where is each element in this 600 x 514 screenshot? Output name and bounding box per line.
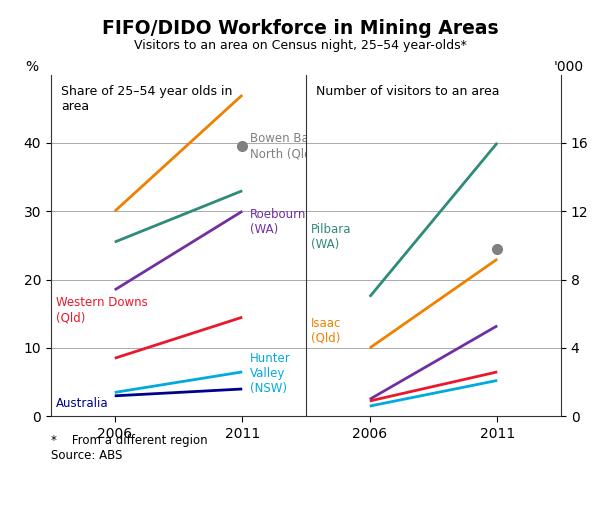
- Text: *    From a different region
Source: ABS: * From a different region Source: ABS: [51, 434, 208, 462]
- Text: FIFO/DIDO Workforce in Mining Areas: FIFO/DIDO Workforce in Mining Areas: [101, 19, 499, 38]
- Text: Pilbara
(WA): Pilbara (WA): [311, 223, 352, 251]
- Text: %: %: [25, 60, 38, 74]
- Text: Visitors to an area on Census night, 25–54 year-olds*: Visitors to an area on Census night, 25–…: [134, 39, 466, 52]
- Text: Western Downs
(Qld): Western Downs (Qld): [56, 297, 148, 324]
- Text: Roebourne
(WA): Roebourne (WA): [250, 208, 314, 235]
- Text: Hunter
Valley
(NSW): Hunter Valley (NSW): [250, 353, 290, 395]
- Text: '000: '000: [553, 60, 583, 74]
- Text: Isaac
(Qld): Isaac (Qld): [311, 317, 341, 345]
- Text: Number of visitors to an area: Number of visitors to an area: [316, 85, 500, 98]
- Text: Share of 25–54 year olds in
area: Share of 25–54 year olds in area: [61, 85, 233, 113]
- Text: Bowen Basin
North (Qld): Bowen Basin North (Qld): [250, 132, 326, 160]
- Text: Australia: Australia: [56, 396, 109, 410]
